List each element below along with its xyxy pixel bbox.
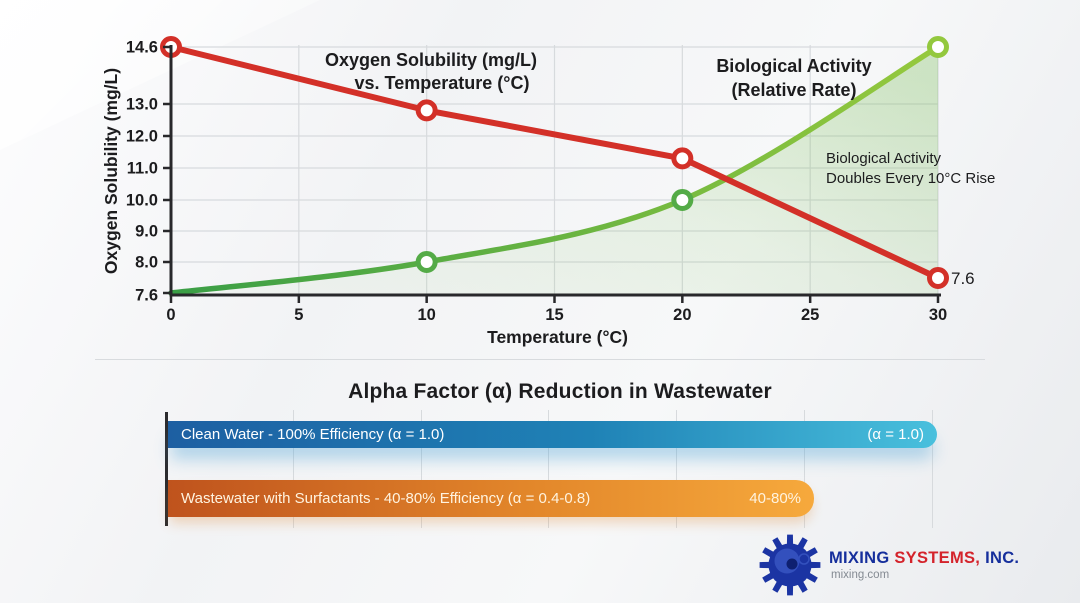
bar-wastewater-label: Wastewater with Surfactants - 40-80% Eff… — [181, 490, 591, 507]
bar-gridline — [420, 410, 422, 528]
bar-gridline — [548, 410, 550, 528]
bar-wastewater: Wastewater with Surfactants - 40-80% Eff… — [168, 480, 814, 517]
bar-gridline — [931, 410, 933, 528]
gear-icon — [759, 534, 821, 596]
x-axis-title: Temperature (°C) — [487, 327, 628, 347]
tick-labels: 14.6 13.0 12.0 11.0 10.0 9.0 8.0 7.6 0 5 10 15 20 25 3… — [126, 39, 947, 325]
svg-text:20: 20 — [673, 306, 691, 324]
svg-text:30: 30 — [929, 306, 947, 324]
biological-activity-area — [171, 47, 938, 295]
chart-axes — [163, 45, 941, 303]
bar-gridline — [292, 410, 294, 528]
svg-text:vs. Temperature (°C): vs. Temperature (°C) — [355, 73, 530, 93]
oxygen-solubility-line — [168, 44, 941, 281]
oxygen-solubility-line-chart: 14.6 13.0 12.0 11.0 10.0 9.0 8.0 7.6 0 5 10 15 20 25 3… — [101, 36, 995, 347]
bar-wastewater-value: 40-80% — [749, 490, 801, 507]
logo-word-inc: INC. — [985, 549, 1020, 567]
bar-chart-axis — [165, 412, 168, 526]
chart-annotations: Oxygen Solubility (mg/L) vs. Temperature … — [325, 50, 995, 288]
bar-clean-water: Clean Water - 100% Efficiency (α = 1.0) … — [168, 421, 937, 448]
svg-text:12.0: 12.0 — [126, 128, 158, 146]
svg-text:(Relative Rate): (Relative Rate) — [731, 80, 856, 100]
svg-text:14.6: 14.6 — [126, 39, 158, 57]
svg-text:Biological Activity: Biological Activity — [716, 56, 871, 76]
data-point-markers — [160, 36, 949, 289]
svg-text:15: 15 — [545, 306, 563, 324]
svg-text:9.0: 9.0 — [135, 223, 158, 241]
alpha-factor-bar-chart: Clean Water - 100% Efficiency (α = 1.0) … — [165, 410, 965, 530]
section-divider — [95, 359, 985, 360]
svg-text:0: 0 — [166, 306, 175, 324]
bar-chart-title: Alpha Factor (α) Reduction in Wastewater — [348, 380, 772, 403]
bar-gridline — [676, 410, 678, 528]
logo-word-mixing: MIXING — [829, 549, 890, 567]
svg-text:10.0: 10.0 — [126, 192, 158, 210]
bar-clean-water-label: Clean Water - 100% Efficiency (α = 1.0) — [181, 426, 445, 443]
logo-word-systems: SYSTEMS, — [894, 549, 981, 567]
svg-text:13.0: 13.0 — [126, 96, 158, 114]
bar-gridline — [804, 410, 805, 528]
svg-text:Biological Activity: Biological Activity — [826, 150, 942, 167]
svg-text:5: 5 — [294, 306, 303, 324]
svg-text:Doubles Every 10°C Rise: Doubles Every 10°C Rise — [826, 170, 995, 187]
svg-text:10: 10 — [417, 306, 435, 324]
svg-text:8.0: 8.0 — [135, 254, 158, 272]
logo-company-name: MIXING SYSTEMS, INC. — [829, 549, 1019, 568]
svg-text:25: 25 — [801, 306, 819, 324]
red-endpoint-value-label: 7.6 — [951, 269, 975, 288]
svg-text:7.6: 7.6 — [135, 287, 158, 305]
svg-text:Oxygen Solubility (mg/L): Oxygen Solubility (mg/L) — [325, 50, 537, 70]
bar-clean-water-value: (α = 1.0) — [867, 426, 924, 443]
logo-tagline: mixing.com — [831, 569, 890, 581]
svg-text:11.0: 11.0 — [127, 160, 158, 178]
y-axis-title: Oxygen Solubility (mg/L) — [101, 68, 121, 274]
biological-activity-line — [168, 44, 941, 296]
mixing-systems-logo: MIXING SYSTEMS, INC. mixing.com — [756, 534, 1056, 600]
